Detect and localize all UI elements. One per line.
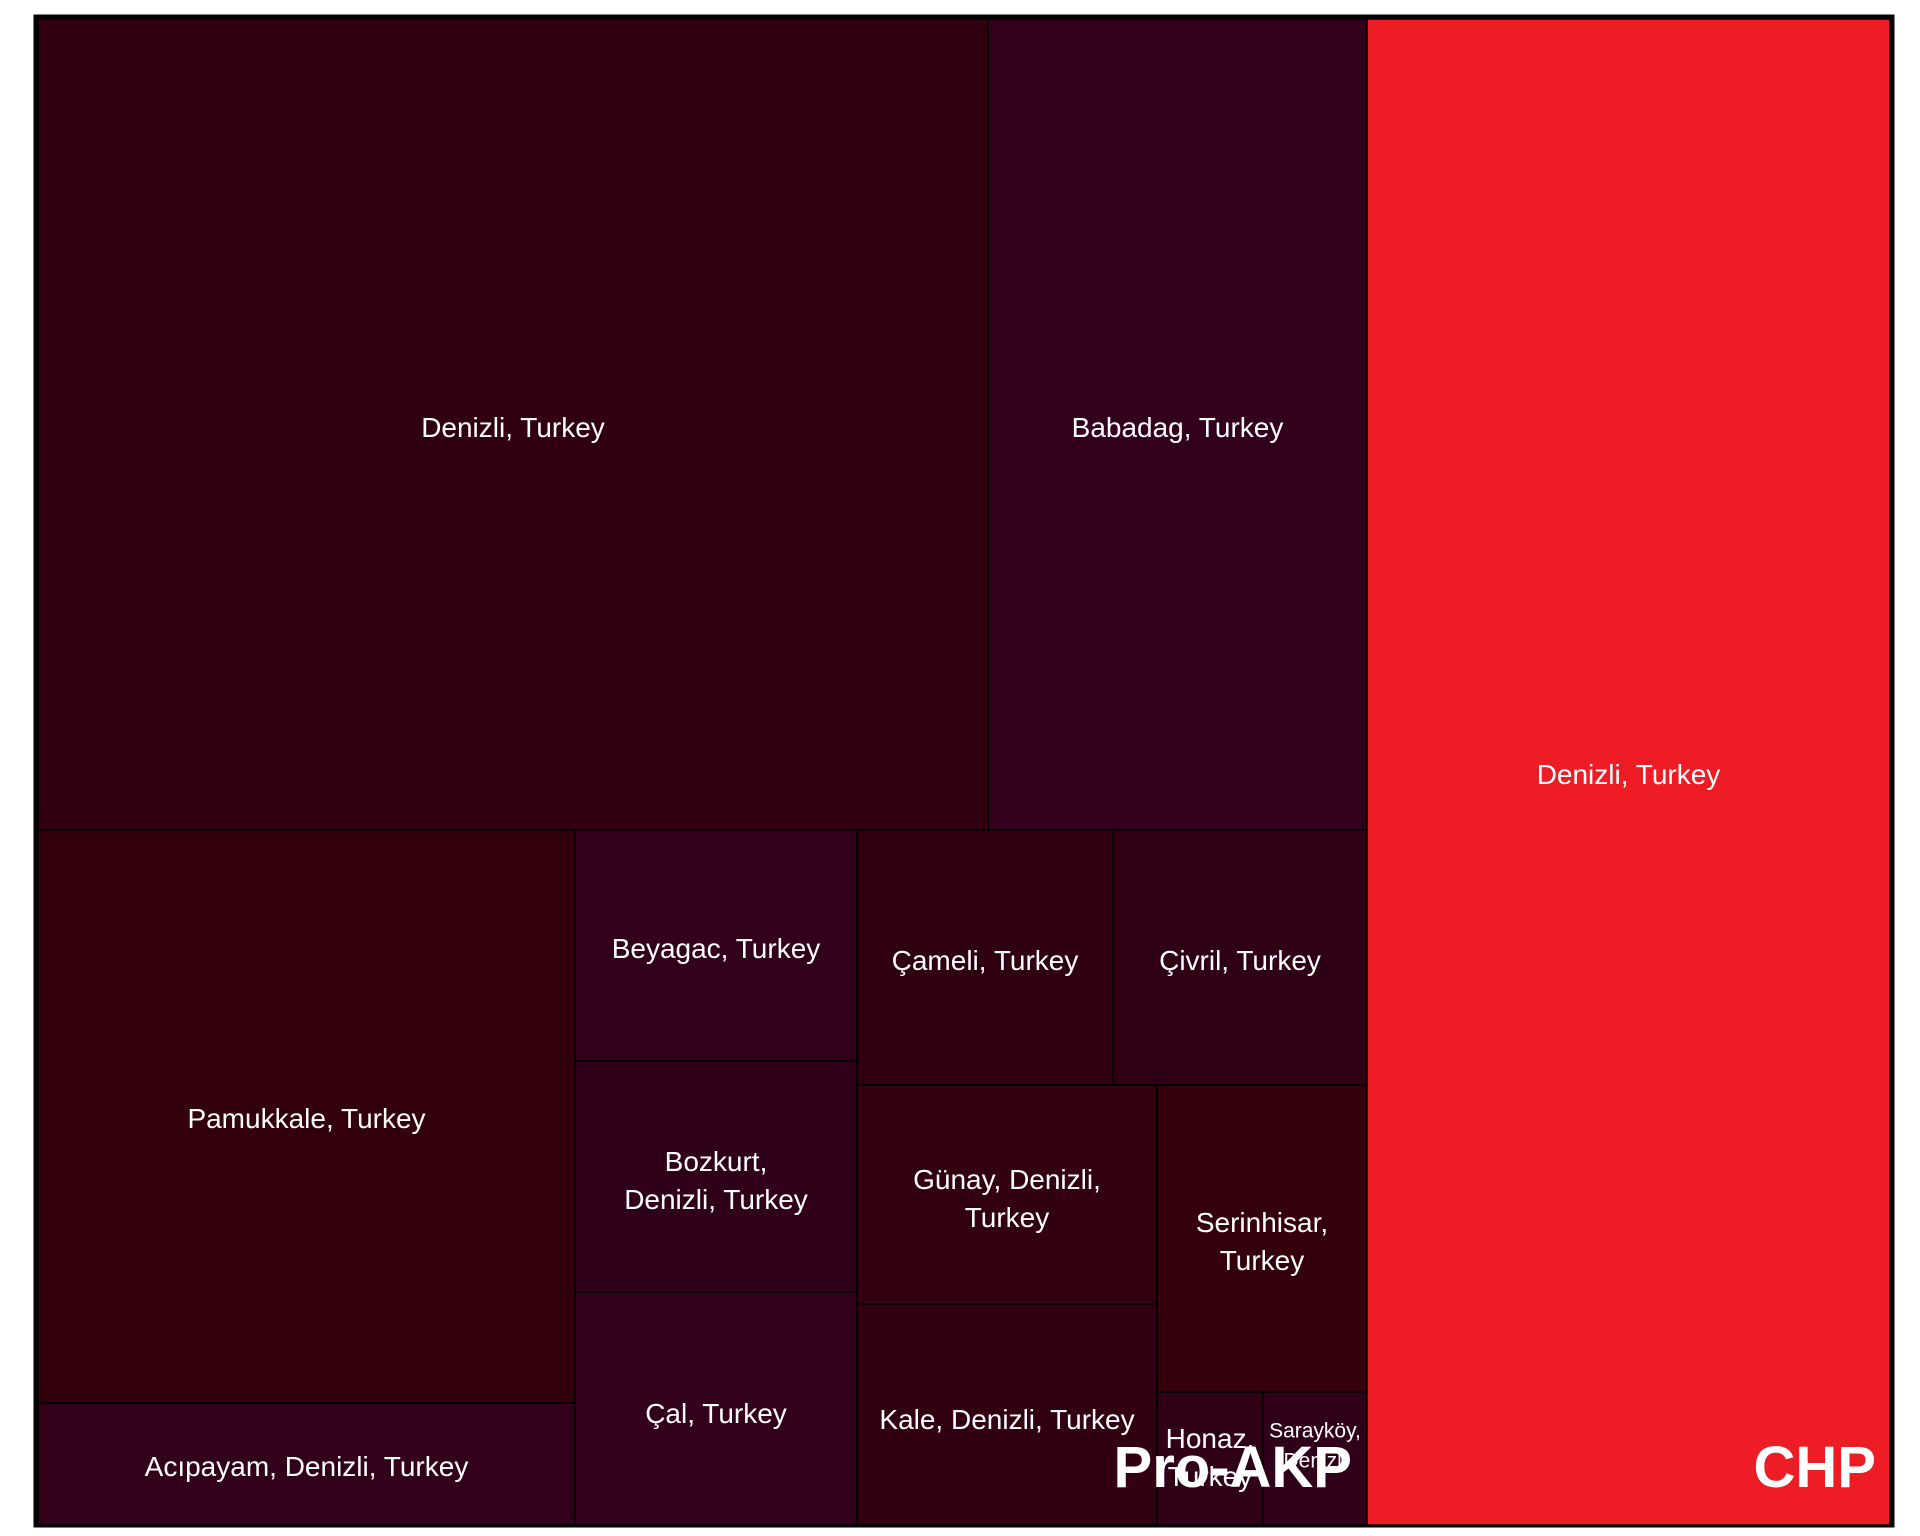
treemap-tile-rect [37, 1402, 576, 1526]
treemap-tile-rect [574, 1291, 858, 1526]
treemap-tile-rect [574, 1060, 858, 1293]
treemap-tile-rect [1366, 18, 1891, 1526]
treemap-tile-rect [37, 18, 989, 831]
group-label: Pro-AKP [1114, 1435, 1352, 1500]
treemap-tile-label: Bozkurt, Denizli, Turkey [624, 1146, 808, 1215]
treemap-tile: Denizli, TurkeyDenizli, Turkey [37, 18, 989, 831]
treemap-tile: Denizli, TurkeyDenizli, Turkey [1366, 18, 1891, 1526]
treemap-tile-label: Denizli, Turkey [421, 412, 605, 443]
treemap-tile-rect [574, 829, 858, 1062]
treemap-tile-rect [987, 18, 1368, 831]
treemap-tile-label: Pamukkale, Turkey [187, 1103, 425, 1134]
treemap-tile-rect [1262, 1391, 1368, 1526]
treemap-tile: Serinhisar, Turkey Serinhisar, Turkey [1156, 1084, 1368, 1393]
group-label: CHP [1754, 1435, 1876, 1500]
treemap-tile-label: Acıpayam, Denizli, Turkey [145, 1451, 469, 1482]
treemap-tile-label: Honaz, Turkey [1166, 1423, 1255, 1492]
treemap-tile-rect [1156, 1084, 1368, 1393]
treemap-tile: Babadag, Turkey Babadag, Turkey [987, 18, 1368, 831]
treemap-tile-label: Beyagac, Turkey [612, 933, 821, 964]
treemap-tile-label: Çal, Turkey [645, 1398, 787, 1429]
treemap-tile-label: Denizli, Turkey [1537, 759, 1721, 790]
treemap-tile-rect [1156, 1391, 1264, 1526]
treemap-tile-label: Çivril, Turkey [1159, 945, 1321, 976]
treemap-tile-rect [1112, 829, 1368, 1086]
treemap-tile-rect [856, 1084, 1158, 1305]
treemap-tile-label: Serinhisar, Turkey [1196, 1207, 1328, 1276]
treemap-tile-rect [856, 1303, 1158, 1526]
treemap-tile-label: Çameli, Turkey [892, 945, 1079, 976]
treemap-tile-rect [37, 829, 576, 1404]
treemap-tile-label: Sarayköy, Denizli [1269, 1419, 1361, 1472]
treemap-tile-label: Babadag, Turkey [1072, 412, 1284, 443]
treemap-tile-label: Kale, Denizli, Turkey [879, 1404, 1134, 1435]
treemap-tile-label: Günay, Denizli, Turkey [913, 1164, 1101, 1233]
treemap-tile: Çivril, Turkey Çivril, Turkey [1112, 829, 1368, 1086]
